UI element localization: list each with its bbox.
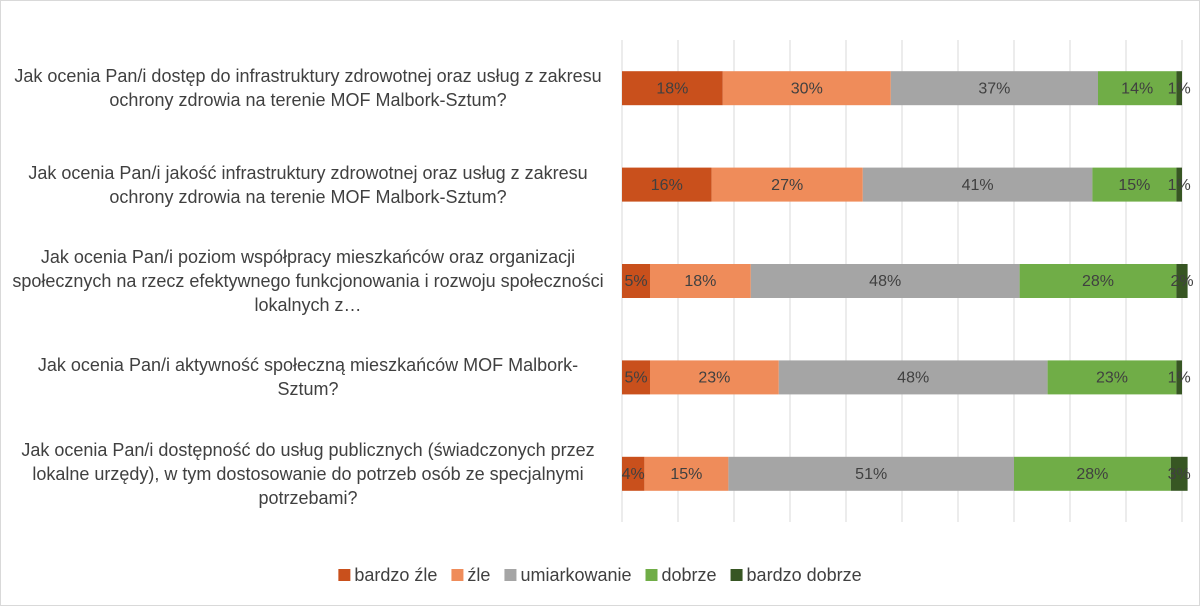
bar-segment	[890, 71, 1098, 106]
legend-swatch	[645, 569, 658, 581]
bar-segment	[644, 456, 729, 491]
bar-segment	[1092, 167, 1177, 202]
bar-segment	[1047, 360, 1177, 395]
data-label: 28%	[1082, 273, 1114, 290]
data-label: 14%	[1121, 80, 1153, 97]
data-label: 5%	[624, 370, 647, 387]
legend-swatch	[338, 569, 351, 581]
bar-segment	[622, 360, 650, 395]
bar-segment	[1176, 264, 1188, 298]
bar-segment	[1019, 264, 1177, 298]
bar-segment	[722, 71, 891, 106]
bar-segment	[1176, 167, 1182, 202]
data-label: 1%	[1168, 370, 1191, 387]
data-label: 48%	[897, 370, 929, 387]
legend-label: bardzo dobrze	[747, 565, 862, 585]
category-label: Jak ocenia Pan/i jakość infrastruktury z…	[28, 162, 588, 207]
bar-segment	[711, 167, 863, 202]
legend-label: umiarkowanie	[520, 565, 631, 585]
data-label: 23%	[1096, 370, 1128, 387]
category-label: Jak ocenia Pan/i dostępność do usług pub…	[21, 439, 595, 508]
data-label: 1%	[1168, 177, 1191, 194]
data-label: 16%	[651, 177, 683, 194]
bar-segment	[1014, 456, 1171, 491]
legend-swatch	[504, 569, 517, 581]
bar-segment	[650, 360, 779, 395]
legend-label: bardzo źle	[354, 565, 437, 585]
data-label: 28%	[1076, 466, 1108, 483]
bar-segment	[622, 71, 723, 106]
legend-label: źle	[467, 565, 490, 585]
bar-segment	[1176, 71, 1182, 106]
legend-swatch	[451, 569, 464, 581]
category-label: Jak ocenia Pan/i aktywność społeczną mie…	[37, 355, 579, 400]
bar-segment	[750, 264, 1020, 298]
data-label: 27%	[771, 177, 803, 194]
category-label: Jak ocenia Pan/i dostęp do infrastruktur…	[14, 66, 602, 111]
data-label: 18%	[684, 273, 716, 290]
data-label: 51%	[855, 466, 887, 483]
bar-segment	[622, 167, 712, 202]
data-label: 37%	[978, 80, 1010, 97]
data-label: 3%	[1168, 466, 1191, 483]
bar-segment	[1170, 456, 1188, 491]
bar-segment	[1176, 360, 1182, 395]
data-label: 23%	[698, 370, 730, 387]
bar-segment	[778, 360, 1048, 395]
bar-segment	[650, 264, 751, 298]
data-label: 30%	[791, 80, 823, 97]
bar-segment	[1098, 71, 1177, 106]
data-label: 5%	[624, 273, 647, 290]
bar-segment	[862, 167, 1093, 202]
data-label: 48%	[869, 273, 901, 290]
data-label: 4%	[622, 466, 645, 483]
legend-swatch	[730, 569, 743, 581]
bar-segment	[622, 264, 650, 298]
bar-segment	[622, 456, 645, 491]
data-label: 18%	[656, 80, 688, 97]
data-label: 15%	[1118, 177, 1150, 194]
data-label: 41%	[962, 177, 994, 194]
data-label: 1%	[1168, 80, 1191, 97]
bar-segment	[728, 456, 1014, 491]
legend-label: dobrze	[662, 565, 717, 585]
data-label: 2%	[1170, 273, 1193, 290]
category-label: Jak ocenia Pan/i poziom współpracy miesz…	[12, 247, 604, 315]
data-label: 15%	[670, 466, 702, 483]
